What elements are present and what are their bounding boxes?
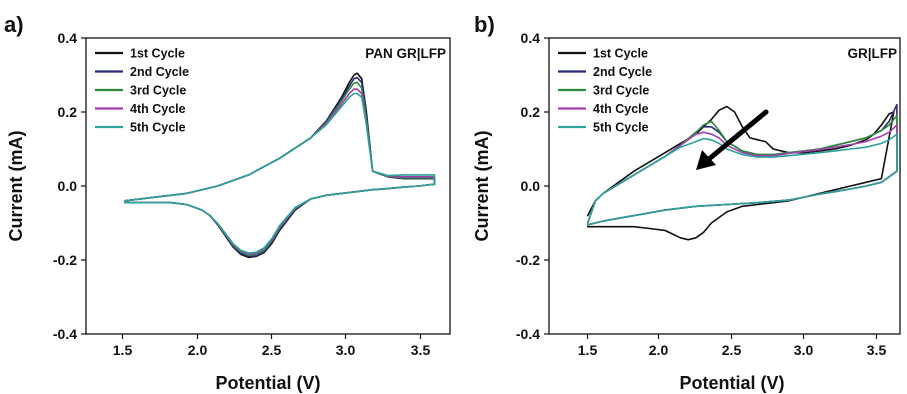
y-tick-label-b-5: 0.4 (521, 30, 541, 46)
y-axis-ticks-b: -0.4 -0.2 0.0 0.2 0.4 (516, 30, 549, 342)
x-axis-ticks-a: 1.5 2.0 2.5 3.0 3.5 (113, 334, 431, 358)
legend-label-a-1: 1st Cycle (130, 47, 185, 61)
legend-label-a-5: 5th Cycle (130, 121, 186, 135)
x-tick-label-a-1: 1.5 (113, 342, 133, 358)
panel-label-a: a) (4, 12, 24, 37)
y-tick-label-b-3: 0.0 (521, 178, 541, 194)
x-tick-label-a-2: 2.0 (188, 342, 208, 358)
series-group-a (123, 72, 436, 259)
y-axis-ticks-a: -0.4 -0.2 0.0 0.2 0.4 (53, 30, 86, 342)
legend-label-b-5: 5th Cycle (593, 121, 649, 135)
legend-label-a-2: 2nd Cycle (130, 65, 189, 79)
trend-arrow (696, 109, 769, 170)
y-tick-label-a-5: 0.4 (58, 30, 78, 46)
legend-a: 1st Cycle 2nd Cycle 3rd Cycle 4th Cycle 5th … (95, 47, 189, 135)
x-tick-label-b-3: 2.5 (722, 342, 742, 358)
trend-arrow-head (696, 150, 716, 170)
y-tick-label-b-4: 0.2 (521, 104, 541, 120)
trend-arrow-shaft (706, 109, 769, 162)
chart-panel-a: a) PAN GR|LFP 1.5 2.0 2.5 3.0 3.5 -0.4 -… (4, 12, 451, 393)
y-tick-label-b-2: -0.2 (516, 252, 540, 268)
y-axis-title-a: Current (mA) (6, 130, 26, 241)
series-line-a-5 (123, 92, 436, 254)
y-tick-label-b-1: -0.4 (516, 326, 540, 342)
legend-label-b-4: 4th Cycle (593, 102, 649, 116)
x-tick-label-a-4: 3.0 (336, 342, 356, 358)
x-axis-ticks-b: 1.5 2.0 2.5 3.0 3.5 (578, 334, 887, 358)
y-tick-label-a-2: -0.2 (53, 252, 77, 268)
y-tick-label-a-3: 0.0 (58, 178, 78, 194)
y-tick-label-a-4: 0.2 (58, 104, 78, 120)
x-tick-label-a-3: 2.5 (262, 342, 282, 358)
x-tick-label-b-4: 3.0 (794, 342, 814, 358)
panel-title-b: GR|LFP (847, 46, 897, 61)
panel-title-a: PAN GR|LFP (365, 46, 446, 61)
legend-b: 1st Cycle 2nd Cycle 3rd Cycle 4th Cycle 5th … (558, 47, 652, 135)
series-line-b-1 (586, 105, 895, 241)
y-tick-label-a-1: -0.4 (53, 326, 77, 342)
legend-label-a-3: 3rd Cycle (130, 84, 186, 98)
legend-label-b-3: 3rd Cycle (593, 84, 649, 98)
legend-label-b-1: 1st Cycle (593, 47, 648, 61)
x-tick-label-b-2: 2.0 (649, 342, 669, 358)
series-group-b (586, 103, 898, 241)
chart-panel-b: b) GR|LFP 1.5 2.0 2.5 3.0 3.5 -0.4 -0.2 … (472, 12, 901, 393)
x-axis-title-b: Potential (V) (679, 373, 784, 393)
x-tick-label-b-1: 1.5 (578, 342, 598, 358)
x-tick-label-b-5: 3.5 (867, 342, 887, 358)
legend-label-a-4: 4th Cycle (130, 102, 186, 116)
x-axis-title-a: Potential (V) (215, 373, 320, 393)
plot-frame-a (85, 37, 451, 335)
panel-label-b: b) (474, 12, 495, 37)
legend-label-b-2: 2nd Cycle (593, 65, 652, 79)
series-line-b-5 (586, 133, 898, 226)
x-tick-label-a-5: 3.5 (411, 342, 431, 358)
y-axis-title-b: Current (mA) (472, 130, 492, 241)
